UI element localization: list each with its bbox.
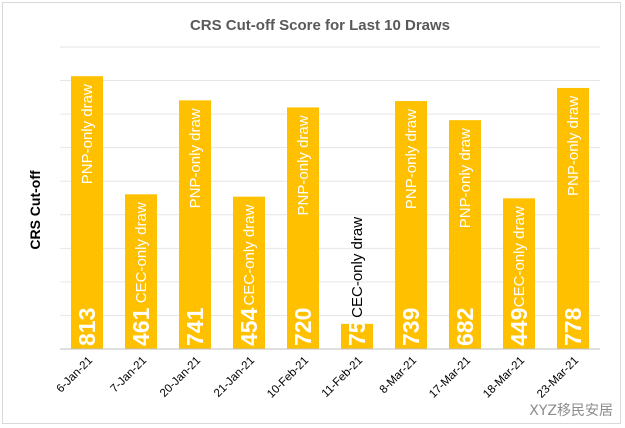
- bar: [557, 87, 589, 349]
- bar-annotation: PNP-only draw: [187, 108, 204, 208]
- bar: [125, 194, 157, 349]
- bar-annotation: PNP-only draw: [295, 115, 312, 215]
- chart-frame: [2, 2, 621, 424]
- bars: 813 PNP-only draw 461 CEC-only draw 741 PNP-o…: [71, 76, 589, 350]
- bar-annotation: CEC-only draw: [133, 202, 150, 303]
- x-tick-label: 20-Jan-21: [158, 355, 203, 400]
- data-label: 449: [506, 308, 532, 346]
- bar: [71, 76, 103, 350]
- data-label: 75: [344, 320, 370, 346]
- x-tick-label: 11-Feb-21: [320, 355, 365, 400]
- data-label: 454: [236, 307, 262, 346]
- x-tick-label: 21-Jan-21: [212, 355, 257, 400]
- data-label: 813: [74, 308, 100, 346]
- x-tick-labels: 6-Jan-21 7-Jan-21 20-Jan-21 21-Jan-21 10-Feb…: [55, 355, 582, 401]
- x-tick-label: 10-Feb-21: [265, 355, 311, 401]
- bar: [503, 198, 535, 349]
- bar: [287, 107, 319, 350]
- bar-annotation: PNP-only draw: [79, 84, 96, 184]
- bar: [341, 323, 373, 349]
- bar: [449, 120, 481, 349]
- bar-annotation: CEC-only draw: [511, 206, 528, 307]
- x-tick-label: 18-Mar-21: [481, 355, 527, 401]
- watermark: XYZ移民安居: [529, 403, 613, 419]
- data-label: 720: [290, 308, 316, 346]
- bar: [233, 196, 265, 349]
- x-tick-label: 8-Mar-21: [378, 355, 419, 396]
- data-label: 741: [182, 307, 208, 346]
- bar-annotation: PNP-only draw: [565, 96, 582, 196]
- x-tick-label: 17-Mar-21: [427, 355, 473, 401]
- data-label: 461: [128, 307, 154, 346]
- bar-annotation: PNP-only draw: [403, 109, 420, 209]
- bar: [395, 101, 427, 349]
- x-tick-label: 6-Jan-21: [55, 355, 96, 396]
- bar-annotation: CEC-only draw: [349, 217, 366, 318]
- chart-title: CRS Cut-off Score for Last 10 Draws: [190, 17, 450, 34]
- y-axis-label: CRS Cut-off: [27, 170, 43, 250]
- data-label: 739: [398, 308, 424, 346]
- x-tick-label: 7-Jan-21: [109, 355, 150, 396]
- data-label: 778: [560, 307, 586, 346]
- bar: [179, 100, 211, 349]
- data-label: 682: [452, 308, 478, 346]
- bar-annotation: PNP-only draw: [457, 128, 474, 228]
- bar-annotation: CEC-only draw: [241, 205, 258, 306]
- x-tick-label: 23-Mar-21: [535, 355, 581, 401]
